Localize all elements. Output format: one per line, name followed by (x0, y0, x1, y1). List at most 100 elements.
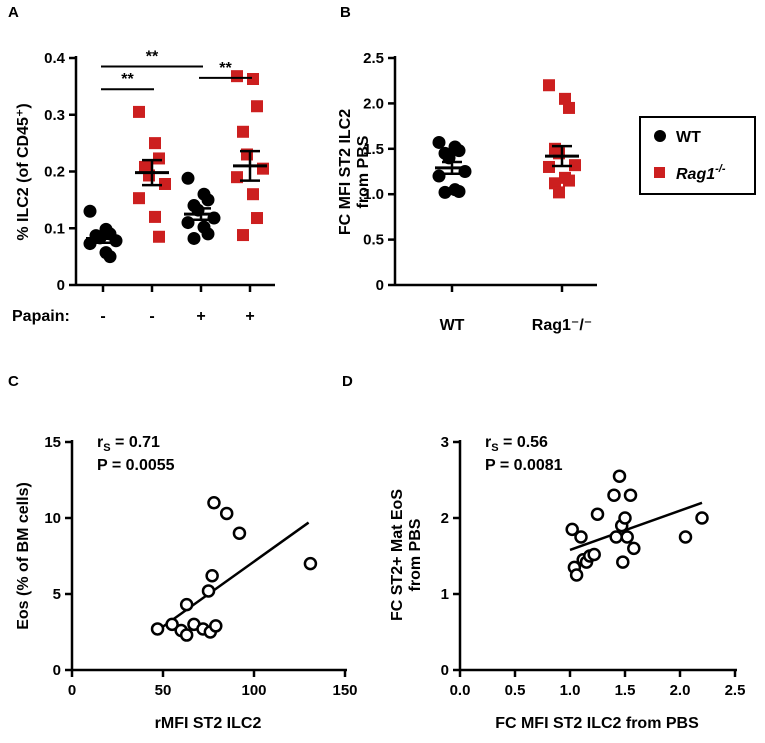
panel-a-point-square (153, 230, 165, 243)
panel-c-y-tick-label: 15 (44, 434, 61, 451)
panel-a-y-tick-label: 0.1 (44, 220, 65, 237)
panel-d-point (565, 522, 579, 537)
panel-c-point (179, 628, 194, 642)
panel-a-x-tick-label: - (100, 308, 105, 325)
panel-b-point-circle (432, 135, 446, 149)
panel-d-point (620, 530, 634, 544)
panel-c-y-tick-label: 0 (53, 662, 61, 679)
panel-d-r-symbol: r (485, 434, 491, 451)
panel-a-x-tick-label: + (196, 308, 205, 325)
panel-d-x-tick-label: 0.0 (450, 682, 471, 699)
panel-a-point-circle (187, 231, 201, 245)
panel-a-point-circle (181, 216, 195, 230)
panel-d-point (627, 541, 641, 556)
panel-a-y-tick-label: 0.2 (44, 164, 65, 181)
panel-d: D FC ST2+ Mat EoS from PBS FC MFI ST2 IL… (342, 373, 745, 732)
panel-d-point (616, 555, 630, 569)
panel-d-point (607, 488, 621, 502)
panel-a-y-tick-label: 0.3 (44, 107, 65, 124)
panel-a-significance-label: ** (121, 71, 134, 88)
panel-a-axes: 0 0.1 0.2 0.3 0.4 - - + + (44, 50, 275, 325)
panel-c-x-tick-label: 100 (241, 682, 266, 699)
panel-c-point (209, 619, 223, 633)
panel-d-fit-line (569, 501, 703, 552)
panel-c-point (303, 556, 318, 571)
panel-b-point-square (559, 92, 571, 105)
panel-c-x-axis-label: rMFI ST2 ILC2 (155, 715, 262, 732)
panel-a-point-square (133, 105, 145, 118)
panel-c-x-tick-label: 0 (68, 682, 76, 699)
panel-d-x-tick-label: 2.0 (670, 682, 691, 699)
panel-c-fit-line (156, 521, 310, 632)
panel-d-point (587, 547, 601, 562)
panel-c-r-value: = 0.71 (111, 434, 160, 451)
panel-a-label: A (8, 4, 19, 21)
panel-d-y-axis-label-line1: FC ST2+ Mat EoS (389, 489, 406, 621)
panel-a-point-square (237, 229, 249, 242)
panel-c-r-subscript: S (103, 442, 110, 454)
panel-d-axes: 0 1 2 3 0.0 0.5 1.0 1.5 2.0 2.5 (441, 434, 746, 699)
panel-b-y-tick-label: 0.5 (363, 232, 384, 249)
panel-a: A % ILC2 (of CD45⁺) 0 0.1 0.2 0.3 0.4 - - + + **… (8, 4, 275, 325)
panel-c-x-tick-label: 50 (155, 682, 172, 699)
panel-a-y-tick-label: 0.4 (44, 50, 66, 67)
panel-c-point (205, 569, 219, 583)
panel-c-point (150, 622, 165, 636)
panel-a-point-square (149, 137, 161, 150)
panel-a-point-circle (201, 193, 215, 207)
panel-a-marks: ** ** ** (83, 49, 269, 264)
panel-a-papain-label: Papain: (12, 308, 70, 325)
panel-b-marks (432, 79, 581, 199)
panel-d-r-stat: rS = 0.56 (485, 434, 548, 454)
panel-a-point-circle (83, 237, 97, 251)
panel-c: C Eos (% of BM cells) rMFI ST2 ILC2 rS =… (8, 373, 358, 732)
panel-c-p-value: P = 0.0055 (97, 457, 175, 474)
panel-d-point (574, 530, 588, 544)
panel-a-point-circle (109, 234, 123, 248)
panel-b-axes: 0 0.5 1.0 1.5 2.0 2.5 WT Rag1⁻/⁻ (363, 50, 597, 334)
panel-c-point (207, 496, 221, 510)
panel-b-y-tick-label: 2.5 (363, 50, 384, 67)
legend-rag1-marker (654, 167, 665, 178)
panel-b-point-square (549, 177, 561, 190)
panel-d-r-subscript: S (491, 442, 498, 454)
panel-d-r-value: = 0.56 (499, 434, 548, 451)
panel-d-point (678, 530, 693, 544)
panel-d-point (612, 469, 627, 483)
panel-b-point-circle (452, 184, 466, 198)
panel-c-x-tick-label: 150 (332, 682, 357, 699)
panel-d-p-value: P = 0.0081 (485, 457, 563, 474)
panel-d-marks (565, 469, 709, 582)
panel-c-point (201, 584, 216, 598)
panel-d-point (618, 511, 632, 525)
panel-d-x-axis-label: FC MFI ST2 ILC2 from PBS (495, 715, 699, 732)
panel-a-point-square (251, 100, 263, 113)
panel-a-point-circle (201, 227, 215, 241)
panel-a-point-circle (83, 204, 97, 218)
panel-d-x-tick-label: 2.5 (725, 682, 746, 699)
panel-b-point-square (543, 160, 555, 173)
panel-d-x-tick-label: 1.5 (615, 682, 636, 699)
panel-a-point-square (153, 152, 165, 165)
panel-d-point (623, 488, 638, 502)
panel-a-point-square (159, 177, 171, 190)
panel-d-point (569, 568, 584, 582)
panel-d-label: D (342, 373, 353, 390)
panel-b-point-square (569, 159, 581, 172)
panel-c-y-axis-label: Eos (% of BM cells) (15, 482, 32, 630)
panel-d-y-tick-label: 3 (441, 434, 449, 451)
panel-c-r-stat: rS = 0.71 (97, 434, 160, 454)
panel-a-y-axis-label: % ILC2 (of CD45⁺) (15, 103, 32, 240)
panel-a-x-tick-label: + (245, 308, 254, 325)
panel-d-point (590, 507, 605, 521)
panel-b-y-tick-label: 1.5 (363, 141, 384, 158)
panel-b-point-circle (438, 185, 452, 199)
panel-b-y-tick-label: 1.0 (363, 186, 384, 203)
panel-b-point-circle (432, 169, 446, 183)
panel-a-x-tick-label: - (149, 308, 154, 325)
panel-c-y-tick-label: 5 (53, 586, 61, 603)
panel-a-point-square (149, 210, 161, 223)
panel-c-point (219, 506, 234, 521)
